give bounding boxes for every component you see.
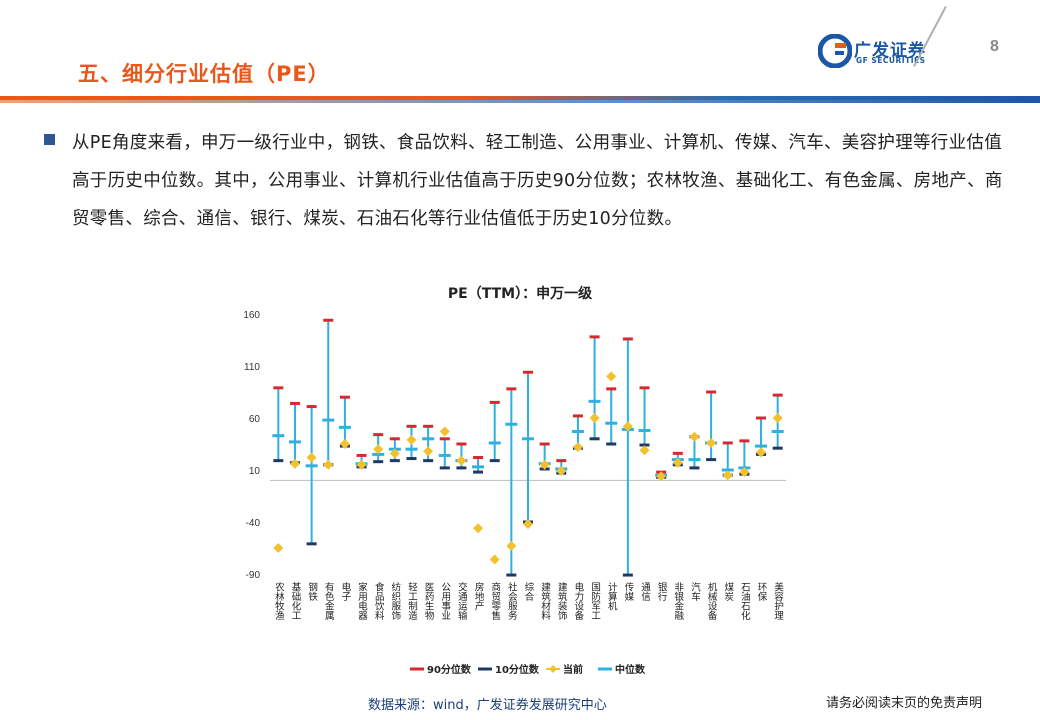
chart-title: PE（TTM）：申万一级 (448, 285, 593, 302)
category-label: 国防军工 (589, 582, 601, 620)
category-label: 综合 (523, 581, 535, 602)
category-label: 医药生物 (423, 582, 435, 621)
category-label: 石油石化 (739, 582, 751, 621)
y-tick-label: 110 (244, 362, 260, 373)
current-marker (706, 437, 717, 448)
category-label: 轻工制造 (406, 581, 418, 621)
current-marker (339, 439, 350, 449)
category-label: 建筑装饰 (556, 581, 568, 621)
category-label: 商贸零售 (489, 581, 501, 621)
current-marker (506, 540, 517, 551)
page-number: 8 (990, 38, 999, 55)
legend-current-marker (549, 665, 557, 673)
summary-paragraph: 从PE角度来看，申万一级行业中，钢铁、食品饮料、轻工制造、公用事业、计算机、传媒… (72, 133, 1003, 229)
category-label: 公用事业 (439, 582, 451, 620)
current-marker (639, 445, 650, 456)
current-marker (423, 446, 434, 457)
current-marker (772, 413, 783, 423)
current-marker (523, 519, 533, 530)
current-marker (689, 431, 700, 442)
logo-chinese-name: 广发证券 (854, 41, 926, 61)
legend-median-label: 中位数 (615, 663, 646, 676)
category-label: 纺织服饰 (389, 581, 401, 621)
pe-chart: PE（TTM）：申万一级 -90 -40 10 60 110 160 农林牧渔 基础化工 钢铁 有色… (220, 280, 820, 690)
category-label: 社会服务 (506, 581, 518, 621)
header-accent-bar (0, 96, 1040, 100)
current-marker (656, 471, 667, 482)
category-label: 美容护理 (772, 581, 784, 620)
current-marker (373, 444, 384, 455)
category-label: 通信 (639, 582, 651, 602)
legend-p90-label: 90分位数 (427, 663, 472, 676)
current-marker (672, 457, 683, 468)
category-label: 银行 (656, 581, 668, 602)
disclaimer-link[interactable]: 请务必阅读末页的免责声明 (826, 696, 983, 711)
current-marker (389, 448, 400, 459)
category-label: 农林牧渔 (273, 581, 285, 620)
gf-logo-icon (818, 34, 852, 68)
category-label: 交通运输 (456, 581, 468, 621)
current-marker (456, 455, 467, 466)
current-marker (489, 554, 500, 565)
y-tick-label: 10 (249, 466, 261, 477)
category-label: 钢铁 (306, 581, 318, 602)
slide-header: 五、细分行业估值（PE） 广发证券 GF SECURITIES 8 (0, 0, 1040, 108)
company-logo: 广发证券 GF SECURITIES (818, 34, 948, 68)
current-marker (473, 523, 484, 534)
current-marker (306, 452, 317, 463)
bullet-square (44, 134, 55, 145)
current-marker (273, 543, 284, 553)
category-label: 煤炭 (722, 581, 734, 602)
legend-p10-label: 10分位数 (495, 663, 540, 676)
current-marker (572, 442, 583, 453)
category-label: 汽车 (689, 581, 701, 602)
category-label: 家用电器 (356, 581, 368, 620)
current-marker (756, 447, 767, 458)
category-label: 电力设备 (572, 581, 584, 621)
legend-current-label: 当前 (563, 663, 583, 676)
category-label: 房地产 (473, 581, 485, 611)
current-marker (722, 470, 733, 481)
logo-english-name: GF SECURITIES (856, 56, 926, 65)
category-label: 计算机 (606, 581, 618, 611)
current-marker (556, 466, 567, 477)
current-marker (406, 434, 417, 445)
pe-chart-svg: PE（TTM）：申万一级 -90 -40 10 60 110 160 农林牧渔 基础化工 钢铁 有色… (243, 285, 786, 676)
category-label: 非银金融 (672, 581, 684, 621)
category-label: 机械设备 (706, 581, 718, 621)
y-tick-label: 60 (249, 414, 261, 425)
current-marker (539, 459, 550, 470)
current-marker (589, 413, 600, 423)
category-label: 电子 (339, 581, 351, 601)
page-title: 五、细分行业估值（PE） (78, 62, 330, 86)
category-label: 有色金属 (323, 581, 335, 621)
category-label: 环保 (756, 582, 768, 602)
category-label: 传媒 (622, 581, 634, 602)
data-source-note: 数据来源：wind，广发证券发展研究中心 (368, 698, 607, 713)
current-marker (622, 421, 633, 432)
y-tick-label: 160 (243, 310, 260, 321)
current-marker (739, 467, 750, 478)
current-marker (289, 458, 300, 469)
category-label: 食品饮料 (373, 581, 385, 621)
y-tick-label: -90 (246, 570, 261, 581)
current-marker (356, 459, 367, 470)
current-marker (606, 371, 617, 382)
y-tick-label: -40 (246, 518, 261, 529)
current-marker (323, 459, 334, 470)
category-label: 基础化工 (289, 581, 301, 620)
header-accent-bar-secondary (0, 100, 1040, 103)
current-marker (439, 426, 450, 437)
category-label: 建筑材料 (539, 581, 551, 621)
